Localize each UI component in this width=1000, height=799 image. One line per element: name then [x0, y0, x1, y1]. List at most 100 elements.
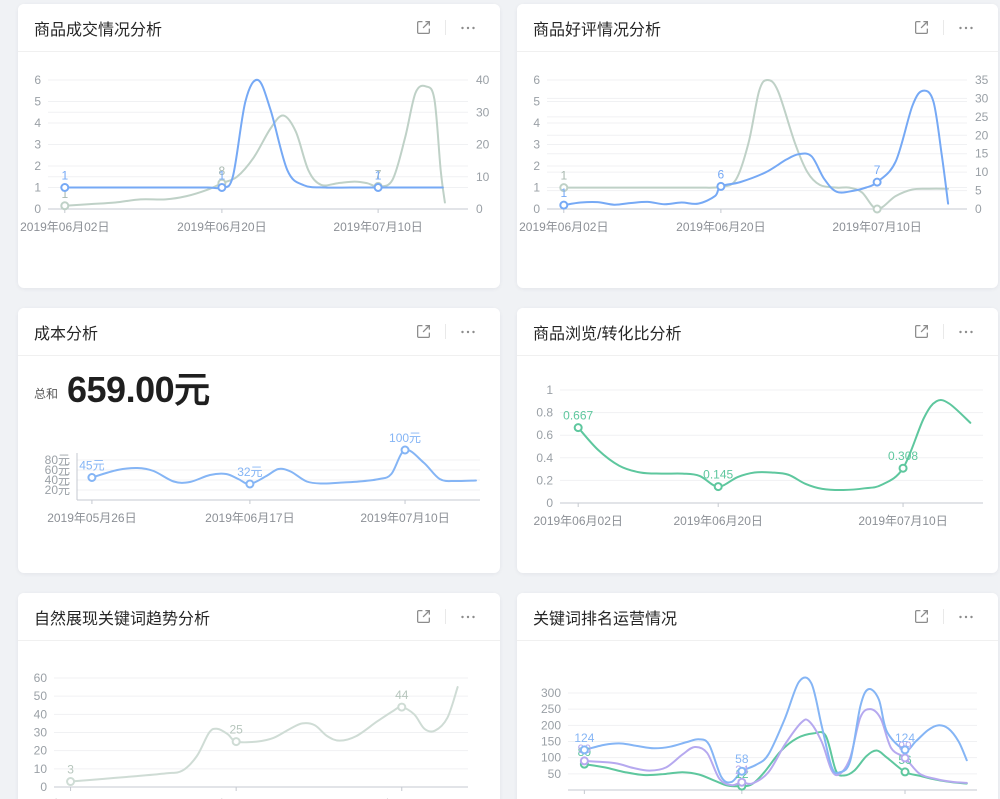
svg-text:6: 6	[34, 73, 41, 87]
cost-analysis-chart[interactable]: 2019年05月26日 2019年06月17日 2019年07月10日20元40元6…	[18, 308, 500, 573]
svg-text:60: 60	[34, 671, 48, 685]
svg-text:0.145: 0.145	[703, 468, 733, 482]
panel-header: 商品浏览/转化比分析	[517, 308, 998, 356]
header-divider	[445, 609, 446, 624]
svg-text:0.6: 0.6	[536, 428, 553, 442]
svg-text:20元: 20元	[45, 483, 70, 497]
svg-text:5: 5	[34, 95, 41, 109]
svg-text:50: 50	[34, 689, 48, 703]
svg-text:100元: 100元	[389, 431, 421, 445]
svg-text:30: 30	[34, 726, 48, 740]
panel-title: 自然展现关键词趋势分析	[34, 610, 211, 628]
svg-text:2019年07月10日: 2019年07月10日	[832, 220, 921, 234]
svg-text:250: 250	[541, 702, 561, 716]
more-button[interactable]	[456, 16, 480, 40]
open-in-new-button[interactable]	[909, 605, 933, 629]
keyword-rank-chart[interactable]: 2019年06月02日2019年06月20日2019年07月10日5010015…	[517, 593, 998, 799]
svg-text:40: 40	[476, 73, 490, 87]
open-in-new-icon	[416, 610, 430, 623]
svg-text:100: 100	[541, 751, 561, 765]
svg-text:2019年06月20日: 2019年06月20日	[676, 220, 765, 234]
svg-text:3: 3	[67, 763, 74, 777]
panel-header: 关键词排名运营情况	[517, 593, 998, 641]
svg-text:2019年07月10日: 2019年07月10日	[858, 514, 947, 528]
svg-text:10: 10	[476, 170, 490, 184]
panel-conversion-analysis: 2019年06月02日 2019年06月20日 2019年07月10日 0 0.2 0.4…	[517, 308, 998, 573]
header-divider	[943, 20, 944, 35]
svg-text:0.4: 0.4	[536, 451, 553, 465]
svg-text:58: 58	[735, 752, 749, 766]
svg-text:35: 35	[975, 73, 989, 87]
open-in-new-icon	[416, 21, 430, 34]
svg-text:2019年07月10日: 2019年07月10日	[360, 511, 449, 525]
open-in-new-button[interactable]	[909, 16, 933, 40]
panel-title: 商品好评情况分析	[533, 21, 662, 39]
svg-text:6: 6	[718, 167, 725, 181]
kpi-total-cost: 总和 659.00元	[34, 372, 210, 408]
open-in-new-button[interactable]	[411, 320, 435, 344]
svg-text:44: 44	[395, 688, 409, 702]
svg-text:7: 7	[874, 163, 881, 177]
svg-text:40元: 40元	[45, 473, 70, 487]
svg-text:200: 200	[541, 718, 561, 732]
kpi-label: 总和	[34, 387, 59, 401]
svg-text:0: 0	[546, 496, 553, 510]
panel-keyword-rank-analysis: 2019年06月02日2019年06月20日2019年07月10日5010015…	[517, 593, 998, 799]
open-in-new-button[interactable]	[909, 320, 933, 344]
svg-text:45元: 45元	[79, 459, 104, 473]
svg-text:1: 1	[375, 169, 382, 183]
panel-title: 成本分析	[34, 325, 99, 343]
svg-text:2019年06月20日: 2019年06月20日	[673, 514, 762, 528]
open-in-new-button[interactable]	[411, 605, 435, 629]
svg-text:60元: 60元	[45, 463, 70, 477]
svg-text:20: 20	[975, 128, 989, 142]
svg-text:2019年06月20日: 2019年06月20日	[177, 220, 266, 234]
svg-text:80元: 80元	[45, 453, 70, 467]
header-divider	[445, 20, 446, 35]
panel-title: 关键词排名运营情况	[533, 610, 678, 628]
svg-text:25: 25	[229, 723, 243, 737]
svg-text:32元: 32元	[237, 465, 262, 479]
conversion-analysis-chart[interactable]: 2019年06月02日 2019年06月20日 2019年07月10日 0 0.2 0.4…	[517, 308, 998, 573]
svg-text:15: 15	[975, 147, 989, 161]
more-button[interactable]	[954, 16, 978, 40]
svg-text:2019年07月10日: 2019年07月10日	[333, 220, 422, 234]
svg-text:1: 1	[61, 169, 68, 183]
svg-text:10: 10	[975, 165, 989, 179]
svg-text:1: 1	[533, 181, 540, 195]
deal-analysis-chart[interactable]: 2019年06月02日 2019年06月20日 2019年07月10日 0 1 2 3 4 5 6…	[18, 4, 500, 288]
more-button[interactable]	[456, 605, 480, 629]
svg-text:2019年06月02日: 2019年06月02日	[20, 220, 109, 234]
svg-text:10: 10	[34, 762, 48, 776]
ellipsis-icon	[959, 26, 973, 29]
more-button[interactable]	[456, 320, 480, 344]
panel-review-analysis: 2019年06月02日 2019年06月20日 2019年07月10日 0 1 2 3 4 5 6…	[517, 4, 998, 288]
open-in-new-icon	[914, 610, 928, 623]
svg-text:20: 20	[34, 744, 48, 758]
svg-text:0.308: 0.308	[888, 449, 918, 463]
more-button[interactable]	[954, 320, 978, 344]
panel-title: 商品浏览/转化比分析	[533, 325, 682, 343]
svg-text:3: 3	[533, 138, 540, 152]
more-button[interactable]	[954, 605, 978, 629]
open-in-new-button[interactable]	[411, 16, 435, 40]
svg-text:8: 8	[219, 164, 226, 178]
svg-text:124: 124	[574, 731, 594, 745]
svg-text:20: 20	[476, 138, 490, 152]
svg-text:0: 0	[34, 202, 41, 216]
svg-text:3: 3	[34, 138, 41, 152]
ellipsis-icon	[959, 615, 973, 618]
svg-text:2: 2	[533, 159, 540, 173]
open-in-new-icon	[416, 325, 430, 338]
svg-text:7: 7	[375, 167, 382, 181]
review-analysis-chart[interactable]: 2019年06月02日 2019年06月20日 2019年07月10日 0 1 2 3 4 5 6…	[517, 4, 998, 288]
svg-text:300: 300	[541, 686, 561, 700]
svg-text:1: 1	[219, 169, 226, 183]
panel-header: 商品成交情况分析	[18, 4, 500, 52]
ellipsis-icon	[461, 26, 475, 29]
svg-text:0: 0	[40, 780, 47, 794]
svg-text:50: 50	[548, 767, 562, 781]
header-divider	[943, 609, 944, 624]
ellipsis-icon	[959, 330, 973, 333]
svg-text:5: 5	[533, 95, 540, 109]
